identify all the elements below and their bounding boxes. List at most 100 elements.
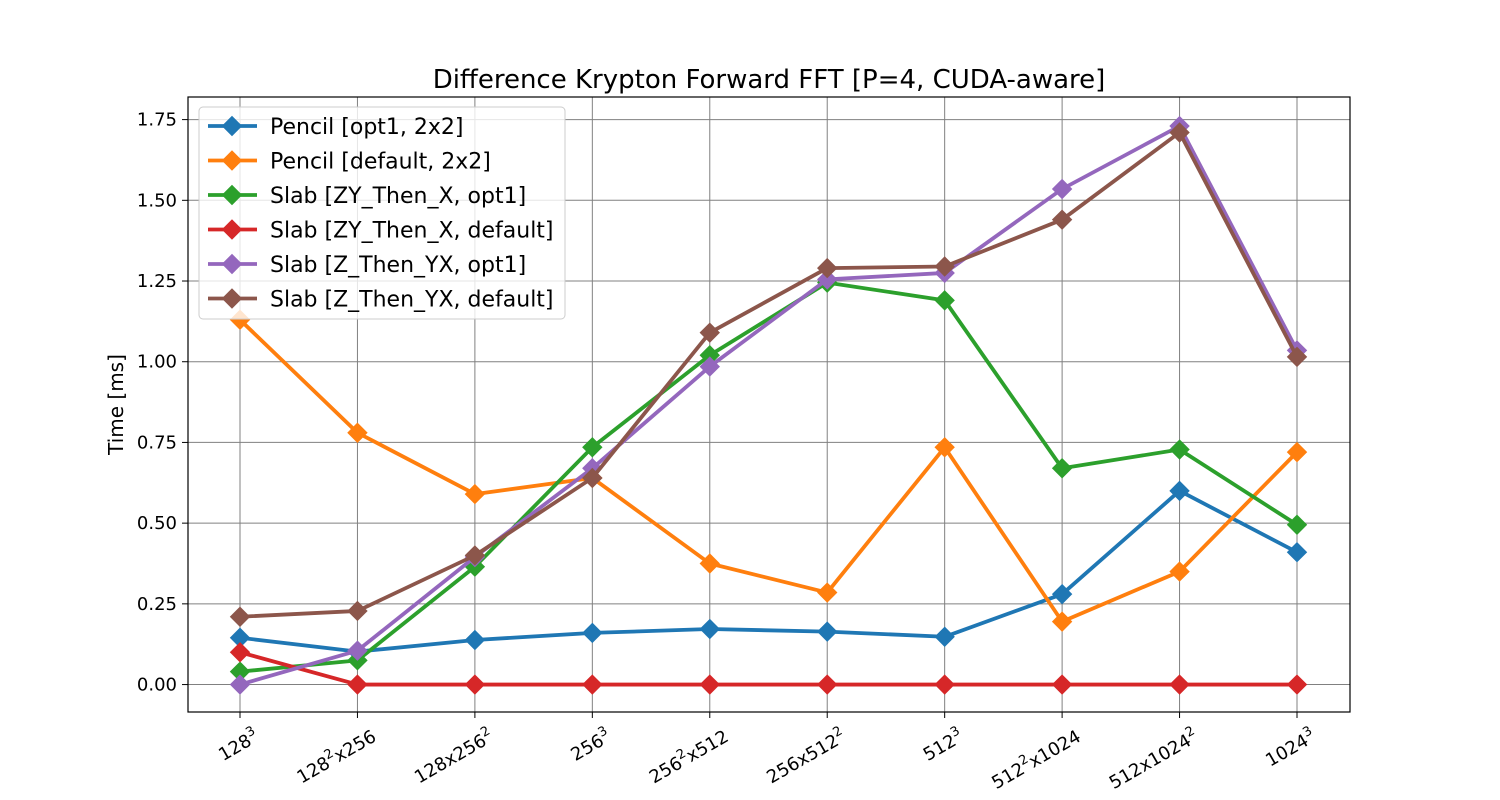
series-line xyxy=(239,124,1299,687)
y-axis: 0.00 0.25 0.50 0.75 1.00 1.25 1.50 1.75 xyxy=(137,110,188,696)
data-point xyxy=(1169,122,1190,143)
x-tick-label: 5123 xyxy=(918,724,967,766)
data-point xyxy=(1051,674,1073,695)
legend-swatch-marker xyxy=(221,184,243,206)
legend-item: Slab [Z_Then_YX, opt1] xyxy=(208,253,526,278)
data-point xyxy=(347,422,368,443)
data-point xyxy=(464,629,486,651)
data-point xyxy=(464,674,486,695)
data-point xyxy=(1051,583,1073,605)
legend-box xyxy=(198,106,566,320)
data-point xyxy=(1286,541,1308,563)
series-line xyxy=(239,280,1299,674)
y-tick-label: 0.25 xyxy=(137,594,177,615)
legend-label: Slab [Z_Then_YX, default] xyxy=(270,288,554,313)
data-point xyxy=(1286,346,1308,368)
data-point xyxy=(1169,480,1190,502)
data-point xyxy=(229,674,251,695)
data-point xyxy=(582,674,603,695)
y-tick-label: 0.50 xyxy=(137,513,177,534)
y-tick-label: 1.75 xyxy=(137,110,177,131)
legend-item: Pencil [default, 2x2] xyxy=(208,150,491,175)
legend-swatch-marker xyxy=(221,115,243,137)
legend: Pencil [opt1, 2x2] Pencil [default, 2x2] S… xyxy=(198,106,566,320)
data-point xyxy=(817,257,838,279)
series-5 xyxy=(229,122,1308,627)
legend-label: Slab [ZY_Then_X, default] xyxy=(270,219,554,244)
x-tick-label: 128x2562 xyxy=(409,724,497,789)
data-point xyxy=(1169,674,1190,695)
series-2 xyxy=(229,272,1308,682)
legend-label: Pencil [default, 2x2] xyxy=(270,150,491,175)
data-point xyxy=(582,622,603,644)
data-point xyxy=(582,437,603,458)
legend-swatch-marker xyxy=(221,253,243,275)
series-line xyxy=(239,488,1298,654)
legend-item: Pencil [opt1, 2x2] xyxy=(208,115,464,140)
legend-label: Slab [Z_Then_YX, opt1] xyxy=(270,253,526,278)
y-axis-title: Time [ms] xyxy=(104,354,128,456)
legend-label: Pencil [opt1, 2x2] xyxy=(270,115,464,140)
data-point xyxy=(347,640,368,661)
data-point xyxy=(1169,439,1190,460)
data-point xyxy=(1051,458,1073,479)
legend-swatch-marker xyxy=(221,219,243,240)
data-point xyxy=(934,674,955,695)
data-point xyxy=(934,290,955,311)
chart-title: Difference Krypton Forward FFT [P=4, CUD… xyxy=(433,65,1106,95)
series-line xyxy=(238,318,1299,624)
data-point xyxy=(817,621,838,642)
data-point xyxy=(229,606,251,627)
data-point xyxy=(699,618,720,640)
series-1 xyxy=(229,309,1308,632)
data-point xyxy=(464,545,486,566)
data-point xyxy=(934,437,955,458)
legend-item: Slab [Z_Then_YX, default] xyxy=(208,288,554,313)
data-point xyxy=(582,467,603,489)
x-tick-label: 1282x256 xyxy=(292,724,380,789)
data-point xyxy=(699,356,720,377)
series-3 xyxy=(229,642,1308,695)
x-tick-label: 2563 xyxy=(566,724,615,766)
data-point xyxy=(934,626,955,647)
x-tick-label: 5122x1024 xyxy=(987,724,1085,794)
data-point xyxy=(817,269,838,290)
data-point xyxy=(699,674,720,695)
legend-swatch-marker xyxy=(221,288,243,309)
legend-swatch-marker xyxy=(221,150,243,171)
legend-item: Slab [ZY_Then_X, default] xyxy=(208,219,554,244)
x-tick-label: 512x10242 xyxy=(1104,724,1202,794)
series-line xyxy=(239,130,1299,619)
data-point xyxy=(1051,178,1073,200)
series-0 xyxy=(229,480,1308,662)
data-point xyxy=(817,674,838,695)
data-point xyxy=(1286,441,1308,463)
data-point xyxy=(817,582,838,603)
data-point xyxy=(347,600,368,622)
legend-item: Slab [ZY_Then_X, opt1] xyxy=(208,184,526,209)
x-tick-label: 256x5122 xyxy=(762,724,850,789)
y-tick-label: 1.00 xyxy=(137,352,177,373)
data-point xyxy=(1286,514,1308,535)
data-point xyxy=(1051,611,1073,632)
x-tick-label: 10243 xyxy=(1261,724,1320,772)
data-point xyxy=(347,674,368,695)
data-point xyxy=(699,553,720,574)
y-tick-label: 1.50 xyxy=(137,190,177,211)
data-point xyxy=(1169,561,1190,582)
y-tick-label: 1.25 xyxy=(137,271,177,292)
data-point xyxy=(934,256,955,277)
data-point xyxy=(1051,209,1073,230)
series-line xyxy=(239,650,1297,687)
data-point xyxy=(464,483,486,505)
x-tick-label: 1283 xyxy=(214,724,263,766)
series-layer xyxy=(229,115,1308,695)
plot-frame xyxy=(187,96,1351,713)
y-tick-label: 0.75 xyxy=(137,432,177,453)
x-tick-label: 2562x512 xyxy=(644,724,732,789)
x-axis: 1283 1282x256 128x2562 2563 2562x512 256x5122… xyxy=(214,712,1320,794)
legend-label: Slab [ZY_Then_X, opt1] xyxy=(270,184,526,209)
data-point xyxy=(699,322,720,343)
y-tick-label: 0.00 xyxy=(137,675,177,696)
